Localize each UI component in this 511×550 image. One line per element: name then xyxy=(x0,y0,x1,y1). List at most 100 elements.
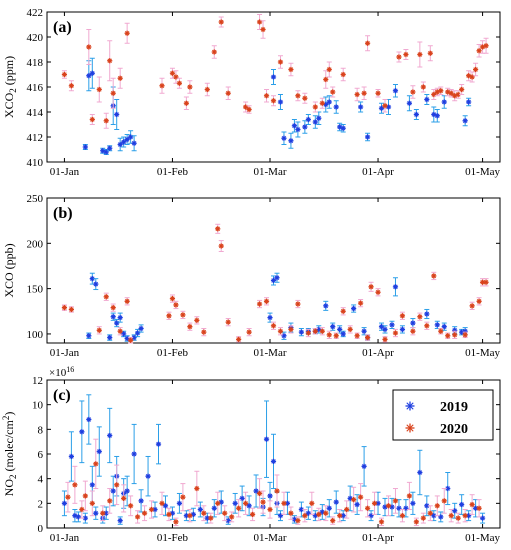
panel-b-xco: 100 150 200 250 01-Jan 01-Feb 01-Mar 01-Apr 01-M… xyxy=(2,193,501,359)
y-tick-label: 416 xyxy=(27,82,44,94)
data-point-2020 xyxy=(452,332,458,338)
data-point-2019 xyxy=(441,324,447,330)
data-point-2019 xyxy=(176,500,183,506)
data-point-2020 xyxy=(385,503,392,509)
data-point-2020 xyxy=(375,90,381,96)
data-point-2020 xyxy=(364,334,371,341)
data-point-2020 xyxy=(392,498,399,504)
data-point-2020 xyxy=(459,86,465,93)
data-point-2019 xyxy=(93,510,99,516)
data-point-2020 xyxy=(354,91,360,98)
data-point-2020 xyxy=(215,500,221,506)
data-point-2019 xyxy=(162,503,169,509)
data-point-2019 xyxy=(413,111,419,118)
x-tick-label: 01-Apr xyxy=(362,347,394,359)
data-point-2020 xyxy=(114,482,120,488)
data-point-2020 xyxy=(68,306,74,313)
data-point-2020 xyxy=(166,511,172,518)
y-axis-label: NO2 (molec/cm2) xyxy=(1,412,18,497)
data-point-2020 xyxy=(417,314,423,320)
x-tick-label: 01-Feb xyxy=(157,532,189,544)
data-point-2020 xyxy=(135,514,141,520)
y-tick-label: 418 xyxy=(27,57,44,69)
data-point-2019 xyxy=(326,99,332,105)
y-exponent-label: ×1016 xyxy=(49,365,74,379)
data-point-2019 xyxy=(354,501,360,508)
data-point-2019 xyxy=(128,134,134,140)
data-point-2020 xyxy=(243,500,249,506)
legend-label-2019: 2019 xyxy=(440,400,468,415)
data-point-2020 xyxy=(417,51,423,58)
data-point-2020 xyxy=(263,298,270,304)
data-point-2020 xyxy=(256,19,263,25)
data-point-2019 xyxy=(459,501,465,508)
data-point-2020 xyxy=(86,44,92,50)
data-point-2020 xyxy=(382,336,388,342)
data-point-2020 xyxy=(424,323,430,329)
data-point-2020 xyxy=(246,329,252,335)
x-tick-label: 01-Apr xyxy=(362,532,394,544)
data-point-2019 xyxy=(333,104,339,110)
data-point-2020 xyxy=(173,74,179,80)
data-point-2020 xyxy=(295,93,301,99)
y-tick-label: 12 xyxy=(32,375,43,387)
data-point-2019 xyxy=(124,488,130,494)
data-point-2020 xyxy=(337,513,343,519)
data-point-2020 xyxy=(260,26,266,33)
panel-label: (b) xyxy=(53,205,73,222)
data-point-2019 xyxy=(351,305,357,312)
data-point-2019 xyxy=(110,314,116,320)
data-point-2020 xyxy=(270,98,277,104)
data-point-2020 xyxy=(110,90,116,96)
data-point-2019 xyxy=(340,331,346,337)
data-point-2020 xyxy=(274,488,280,494)
data-point-2019 xyxy=(389,322,395,328)
data-point-2020 xyxy=(281,500,287,506)
y-tick-label: 410 xyxy=(27,157,44,169)
data-point-2019 xyxy=(364,134,371,140)
data-point-2019 xyxy=(392,284,399,290)
data-point-2019 xyxy=(323,303,329,309)
data-point-2020 xyxy=(375,289,381,295)
data-point-2020 xyxy=(236,336,242,342)
data-point-2020 xyxy=(187,513,193,519)
panel-label: (c) xyxy=(53,387,71,404)
data-point-2019 xyxy=(302,124,308,130)
data-point-2020 xyxy=(107,498,113,504)
data-point-2020 xyxy=(169,70,176,76)
data-point-2020 xyxy=(180,494,186,500)
data-point-2019 xyxy=(270,458,277,464)
data-point-2020 xyxy=(333,333,339,339)
data-point-2019 xyxy=(89,482,95,488)
data-point-2020 xyxy=(211,49,217,55)
data-point-2020 xyxy=(96,86,102,93)
data-point-2020 xyxy=(141,510,148,516)
data-point-2019 xyxy=(135,330,141,336)
data-point-2019 xyxy=(438,514,444,520)
data-point-2020 xyxy=(312,328,318,334)
x-tick-label: 01-May xyxy=(465,347,500,359)
data-point-2020 xyxy=(229,514,235,520)
data-point-2020 xyxy=(117,75,123,81)
data-point-2020 xyxy=(267,506,273,513)
data-point-2020 xyxy=(358,300,364,306)
series-2019 xyxy=(86,272,468,342)
data-point-2020 xyxy=(218,243,224,249)
legend-marker-2020 xyxy=(405,423,415,433)
y-tick-label: 100 xyxy=(27,329,44,341)
series-2020 xyxy=(61,223,489,344)
data-point-2019 xyxy=(110,488,116,494)
x-tick-label: 01-Mar xyxy=(254,532,287,544)
data-point-2020 xyxy=(201,510,207,516)
data-point-2019 xyxy=(305,116,311,123)
data-point-2019 xyxy=(89,70,95,76)
data-point-2020 xyxy=(319,328,325,334)
data-point-2019 xyxy=(267,493,273,499)
data-point-2020 xyxy=(288,326,294,333)
data-point-2019 xyxy=(281,135,287,141)
data-point-2020 xyxy=(93,461,99,467)
data-point-2020 xyxy=(295,518,301,524)
legend: 2019 2020 xyxy=(392,389,494,441)
y-tick-label: 420 xyxy=(27,32,44,44)
data-point-2020 xyxy=(128,337,134,343)
